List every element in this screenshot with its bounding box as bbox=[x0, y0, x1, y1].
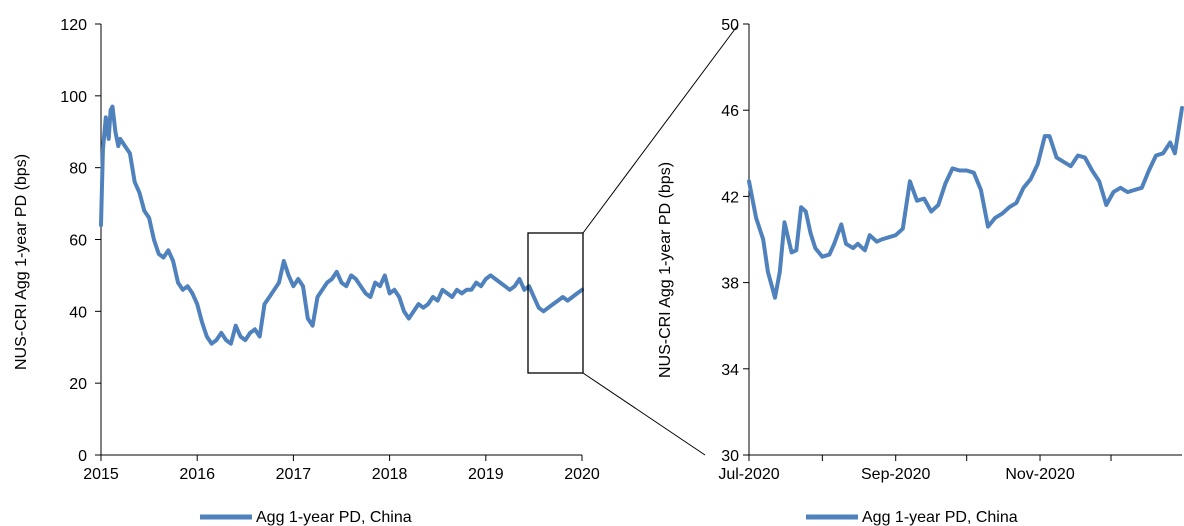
left-y-tick-label: 60 bbox=[69, 233, 87, 250]
zoom-connector-bottom bbox=[582, 372, 706, 456]
right-x-tick-label: Nov-2020 bbox=[1005, 466, 1074, 483]
left-x-tick-label: 2016 bbox=[179, 466, 215, 483]
right-tick-labels: 30 34 38 42 46 50 Jul-2020 Sep-2020 Nov-2020 bbox=[718, 17, 1075, 483]
left-y-tick-label: 20 bbox=[69, 376, 87, 393]
left-y-axis-title: NUS-CRI Agg 1-year PD (bps) bbox=[13, 154, 30, 370]
right-x-tick-label: Jul-2020 bbox=[718, 466, 779, 483]
right-series bbox=[747, 106, 1184, 300]
left-x-tick-label: 2018 bbox=[372, 466, 408, 483]
right-y-tick-label: 46 bbox=[721, 103, 739, 120]
zoom-indicator bbox=[527, 24, 739, 456]
left-series bbox=[99, 104, 584, 346]
right-series-line bbox=[747, 106, 1184, 300]
left-y-tick-label: 80 bbox=[69, 161, 87, 178]
left-y-tick-label: 100 bbox=[60, 89, 87, 106]
zoom-box bbox=[527, 232, 584, 374]
right-y-axis-title: NUS-CRI Agg 1-year PD (bps) bbox=[657, 162, 674, 378]
left-y-tick-label: 40 bbox=[69, 304, 87, 321]
left-x-tick-label: 2020 bbox=[564, 466, 600, 483]
right-chart: NUS-CRI Agg 1-year PD (bps) 30 34 38 42 46 50… bbox=[657, 17, 1184, 526]
right-x-tick-label: Sep-2020 bbox=[861, 466, 930, 483]
right-y-tick-label: 42 bbox=[721, 189, 739, 206]
left-axes bbox=[95, 23, 583, 461]
left-x-tick-label: 2019 bbox=[468, 466, 504, 483]
left-series-line bbox=[99, 104, 584, 346]
left-chart: NUS-CRI Agg 1-year PD (bps) 0 20 40 60 80 100… bbox=[13, 17, 600, 526]
left-x-tick-label: 2017 bbox=[276, 466, 312, 483]
left-tick-labels: 0 20 40 60 80 100 120 2015 2016 2017 2018 2019 2020 bbox=[60, 17, 600, 483]
right-legend: Agg 1-year PD, China bbox=[806, 509, 1018, 526]
left-x-tick-label: 2015 bbox=[83, 466, 119, 483]
right-y-tick-label: 30 bbox=[721, 448, 739, 465]
left-legend: Agg 1-year PD, China bbox=[200, 509, 412, 526]
right-y-tick-label: 34 bbox=[721, 362, 739, 379]
right-y-tick-label: 38 bbox=[721, 276, 739, 293]
left-y-tick-label: 120 bbox=[60, 17, 87, 34]
right-legend-label: Agg 1-year PD, China bbox=[862, 509, 1018, 526]
right-axes bbox=[743, 23, 1182, 461]
left-legend-label: Agg 1-year PD, China bbox=[256, 509, 412, 526]
zoom-connector-top bbox=[582, 24, 739, 234]
right-y-tick-label: 50 bbox=[721, 17, 739, 34]
left-y-tick-label: 0 bbox=[78, 448, 87, 465]
